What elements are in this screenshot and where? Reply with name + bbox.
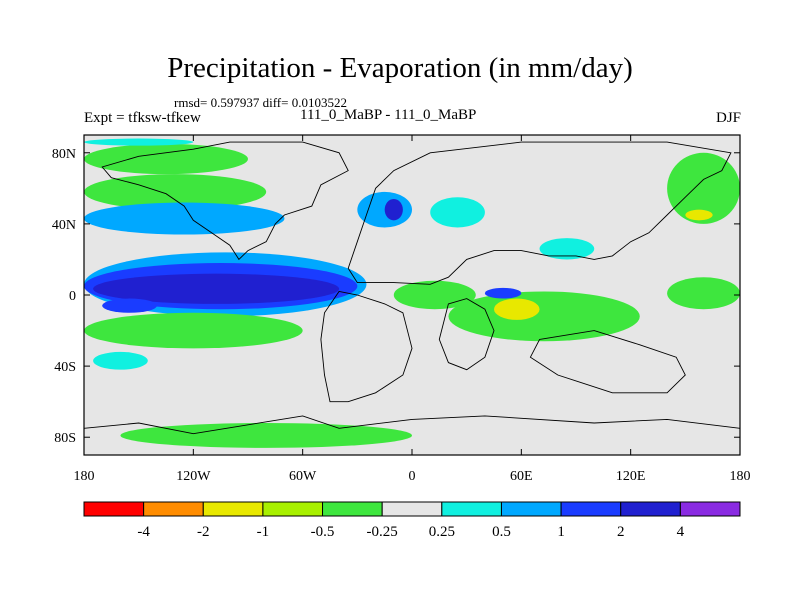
colorbar-label: 0.5 <box>492 524 511 540</box>
field-region-africa-green <box>393 280 476 310</box>
colorbar-box <box>83 501 145 517</box>
field-region-arctic-cyan <box>84 138 194 146</box>
colorbar-label: -4 <box>137 524 150 540</box>
coastline-outline <box>438 298 495 371</box>
x-axis: 180 120W 60W 0 60E 120E 180 <box>74 135 751 484</box>
field-region-west-pacific-green <box>667 277 740 310</box>
x-tick-label: 180 <box>74 469 95 484</box>
colorbar-label: -0.25 <box>367 524 398 540</box>
field-region-north-pacific-storm-track <box>84 202 285 235</box>
field-region-southern-ocean-cyan <box>93 351 148 370</box>
x-tick-label: 180 <box>730 469 751 484</box>
stats-text: rmsd= 0.597937 diff= 0.0103522 <box>174 95 347 110</box>
colorbar-label: 4 <box>677 524 685 540</box>
field-layer <box>84 138 740 448</box>
field-region-southern-ocean-green <box>120 423 412 448</box>
experiment-label: Expt = tfksw-tfkew <box>84 110 201 126</box>
chart-title: Precipitation - Evaporation (in mm/day) <box>167 52 633 84</box>
colorbar-box <box>500 501 562 517</box>
colorbar: -4 -2 -1 -0.5 -0.25 0.25 0.5 1 2 4 <box>83 501 741 540</box>
field-region-north-atlantic-deep <box>384 199 403 221</box>
field-region-southern-pacific-blue <box>102 298 157 313</box>
colorbar-label: 0.25 <box>429 524 455 540</box>
coastline-outline <box>101 141 349 261</box>
y-tick-label: 40S <box>54 360 76 375</box>
colorbar-box <box>322 501 383 517</box>
field-region-india-cyan <box>539 238 595 260</box>
y-tick-label: 0 <box>69 289 76 304</box>
field-region-arctic-green <box>84 143 248 175</box>
colorbar-box <box>202 501 264 517</box>
colorbar-box <box>143 501 204 517</box>
field-region-north-pacific-green <box>84 174 267 210</box>
colorbar-box <box>620 501 681 517</box>
colorbar-box <box>560 501 622 517</box>
field-region-east-asia-yellow <box>685 209 713 221</box>
coastline-layer <box>84 141 740 455</box>
colorbar-box <box>441 501 502 517</box>
coastline-outline <box>347 141 732 285</box>
colorbar-label: -2 <box>197 524 210 540</box>
coastline-outline <box>320 290 413 403</box>
field-region-south-indian-green <box>448 291 640 342</box>
colorbar-label: 1 <box>557 524 565 540</box>
field-region-indian-ocean-yellow <box>494 298 540 320</box>
x-tick-label: 0 <box>409 469 416 484</box>
field-region-north-atlantic <box>357 191 412 228</box>
field-region-indian-ocean-blue <box>484 287 522 299</box>
colorbar-box <box>679 501 741 517</box>
coastline-outline <box>529 330 686 394</box>
x-tick-label: 120E <box>616 469 646 484</box>
x-tick-label: 120W <box>176 469 211 484</box>
x-tick-label: 60W <box>289 469 317 484</box>
y-axis: 80N 40N 0 40S 80S <box>52 147 740 446</box>
field-region-southern-pacific-green <box>84 312 303 349</box>
y-tick-label: 80S <box>54 431 76 446</box>
colorbar-box <box>381 501 443 517</box>
field-region-eurasia-cyan <box>430 197 485 228</box>
season-label: DJF <box>715 110 741 126</box>
field-region-tropical-pacific-deep-band <box>93 273 340 304</box>
chart-subtitle: 111_0_MaBP - 111_0_MaBP <box>300 107 477 123</box>
y-tick-label: 80N <box>52 147 76 162</box>
colorbar-label: -1 <box>257 524 270 540</box>
coastline-outline <box>84 415 740 455</box>
colorbar-box <box>262 501 324 517</box>
x-tick-label: 60E <box>510 469 533 484</box>
y-tick-label: 40N <box>52 218 76 233</box>
colorbar-label: 2 <box>617 524 625 540</box>
colorbar-label: -0.5 <box>311 524 335 540</box>
